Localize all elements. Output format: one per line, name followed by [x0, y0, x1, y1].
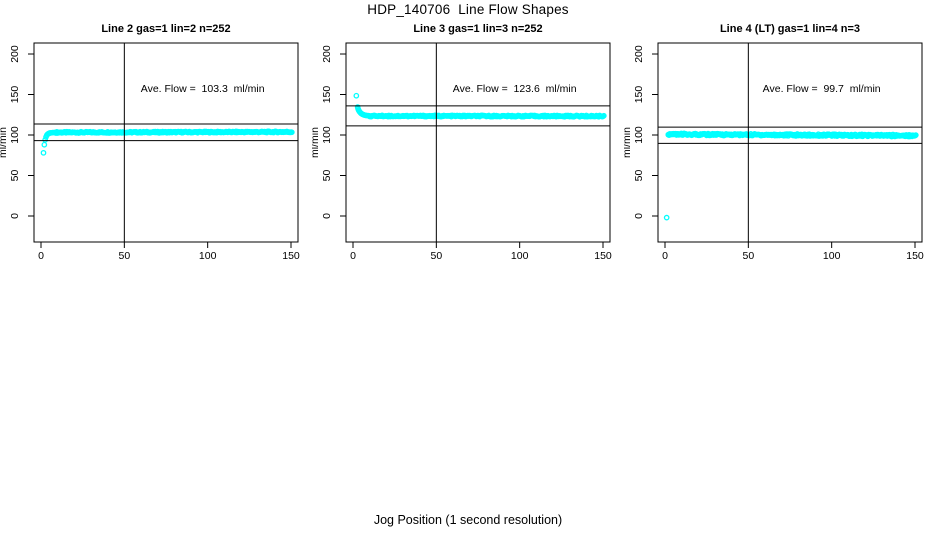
- y-axis: 0 50 100 150 200 ml/min: [0, 45, 34, 219]
- x-tick-label: 100: [823, 250, 841, 262]
- y-axis-title: ml/min: [312, 127, 321, 158]
- x-axis: 0 50 100 150: [662, 242, 924, 262]
- data-points: [663, 130, 919, 221]
- x-tick-label: 0: [350, 250, 356, 262]
- x-tick-label: 50: [430, 250, 442, 262]
- plot-box: [657, 42, 923, 243]
- y-tick-label: 0: [633, 213, 645, 219]
- plot-box: [345, 42, 611, 243]
- panel-line-3-plot: Line 3 gas=1 lin=3 n=252 0 50 100 150 200 ml/m…: [309, 23, 612, 262]
- x-axis: 0 50 100 150: [38, 242, 300, 262]
- panel-title: Line 4 (LT) gas=1 lin=4 n=3: [720, 23, 860, 35]
- y-tick-label: 200: [321, 45, 333, 63]
- y-tick-label: 100: [9, 126, 21, 144]
- ave-flow-annotation: Ave. Flow = 103.3 ml/min: [141, 83, 265, 95]
- panel-line-4: Line 4 (LT) gas=1 lin=4 n=3 0 50 100 150 200 m…: [621, 0, 936, 280]
- data-points: [353, 92, 607, 120]
- y-tick-label: 0: [321, 213, 333, 219]
- panel-line-4-plot: Line 4 (LT) gas=1 lin=4 n=3 0 50 100 150 200 m…: [621, 23, 924, 262]
- plot-box: [33, 42, 299, 243]
- ave-flow-annotation: Ave. Flow = 99.7 ml/min: [763, 83, 881, 95]
- y-tick-label: 100: [633, 126, 645, 144]
- reference-lines: [658, 43, 922, 242]
- panels-row: Line 2 gas=1 lin=2 n=252 0 50 100 150 200 ml/m…: [0, 0, 936, 280]
- y-tick-label: 150: [321, 86, 333, 104]
- y-tick-label: 0: [9, 213, 21, 219]
- y-tick-label: 200: [9, 45, 21, 63]
- panel-line-3: Line 3 gas=1 lin=3 n=252 0 50 100 150 200 ml/m…: [309, 0, 624, 280]
- x-tick-label: 150: [282, 250, 300, 262]
- figure-title: HDP_140706 Line Flow Shapes: [367, 2, 569, 17]
- ave-flow-annotation: Ave. Flow = 123.6 ml/min: [453, 83, 577, 95]
- x-tick-label: 150: [906, 250, 924, 262]
- y-tick-label: 50: [633, 170, 645, 182]
- panel-title: Line 2 gas=1 lin=2 n=252: [101, 23, 230, 35]
- x-tick-label: 100: [199, 250, 217, 262]
- x-tick-label: 0: [662, 250, 668, 262]
- x-tick-label: 100: [511, 250, 529, 262]
- panel-line-2-plot: Line 2 gas=1 lin=2 n=252 0 50 100 150 200 ml/m…: [0, 23, 300, 262]
- x-axis: 0 50 100 150: [350, 242, 612, 262]
- y-axis-title: ml/min: [0, 127, 9, 158]
- panel-title: Line 3 gas=1 lin=3 n=252: [413, 23, 542, 35]
- x-tick-label: 50: [742, 250, 754, 262]
- y-axis: 0 50 100 150 200 ml/min: [621, 45, 658, 219]
- panel-line-2: Line 2 gas=1 lin=2 n=252 0 50 100 150 200 ml/m…: [0, 0, 312, 280]
- x-tick-label: 150: [594, 250, 612, 262]
- y-tick-label: 150: [633, 86, 645, 104]
- y-axis-title: ml/min: [624, 127, 633, 158]
- y-tick-label: 50: [321, 170, 333, 182]
- reference-lines: [346, 43, 610, 242]
- reference-lines: [34, 43, 298, 242]
- x-tick-label: 0: [38, 250, 44, 262]
- y-tick-label: 200: [633, 45, 645, 63]
- y-tick-label: 150: [9, 86, 21, 104]
- x-tick-label: 50: [118, 250, 130, 262]
- x-axis-label: Jog Position (1 second resolution): [373, 513, 563, 527]
- data-points: [40, 128, 295, 156]
- y-tick-label: 50: [9, 170, 21, 182]
- y-tick-label: 100: [321, 126, 333, 144]
- y-axis: 0 50 100 150 200 ml/min: [309, 45, 346, 219]
